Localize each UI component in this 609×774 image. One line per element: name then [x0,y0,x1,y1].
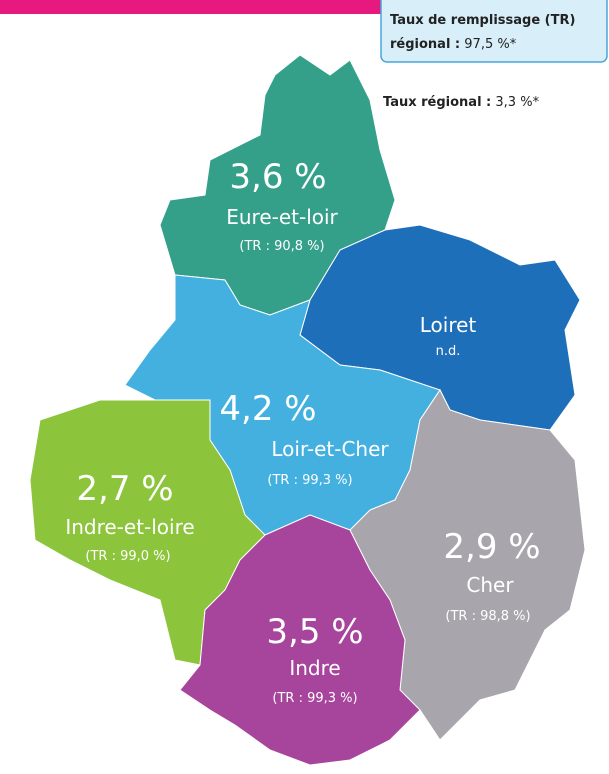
regional-rate-value: 3,3 %* [495,95,539,110]
region-tr: (TR : 98,8 %) [445,609,530,624]
legend-label: régional : [390,37,460,52]
regional-rate: Taux régional : 3,3 %* [383,95,540,110]
region-rate: 3,5 % [266,612,363,652]
region-rate: 2,9 % [443,527,540,567]
region-name: Indre [289,656,340,680]
region-name: Cher [466,573,514,597]
region-name: Eure-et-loir [226,205,338,229]
cher-shape [349,389,586,741]
legend-box [380,0,608,63]
region-tr: (TR : 99,3 %) [267,473,352,488]
region-name: Loiret [420,313,477,337]
header-bar [0,0,382,14]
region-tr: (TR : 90,8 %) [239,239,324,254]
legend-value: 97,5 %* [464,37,516,52]
legend-line: régional : 97,5 %* [390,37,517,52]
region-name: Indre-et-loire [65,515,194,539]
region-rate: 2,7 % [76,469,173,509]
indre-shape [179,514,421,766]
regional-rate-label: Taux régional : [383,95,491,110]
region-tr: (TR : 99,0 %) [85,549,170,564]
legend-title: Taux de remplissage (TR) [390,13,575,28]
region-rate: 3,6 % [229,157,326,197]
region-tr: (TR : 99,3 %) [272,691,357,706]
departments [29,54,586,766]
region-rate: 4,2 % [219,389,316,429]
region-name: Loir-et-Cher [271,437,389,461]
region-tr: n.d. [436,344,461,359]
